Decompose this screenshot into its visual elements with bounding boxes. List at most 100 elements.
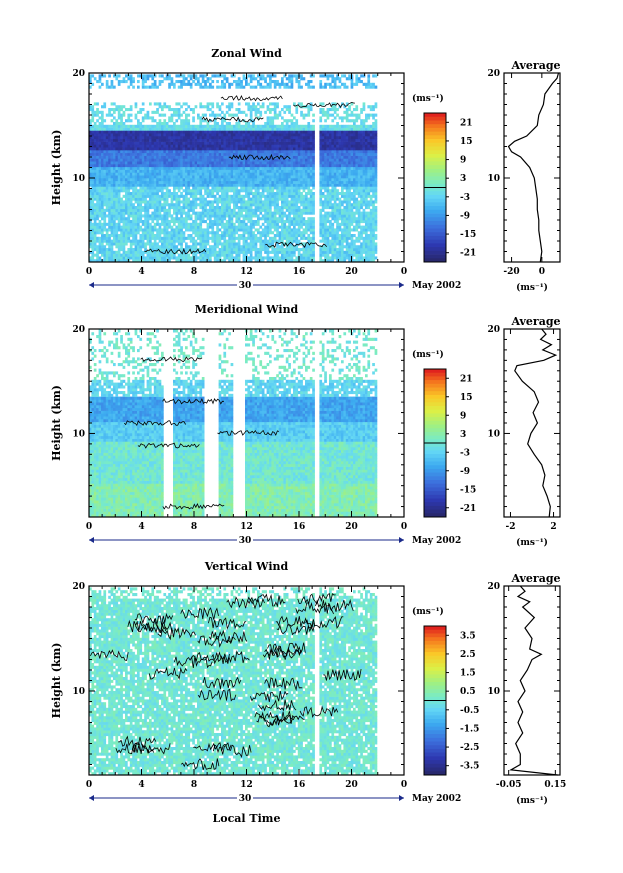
heatmap-cell [197, 186, 200, 190]
heatmap-cell [249, 180, 253, 184]
heatmap-cell [372, 231, 375, 235]
heatmap-cell [175, 186, 179, 190]
heatmap-cell [372, 245, 375, 249]
heatmap-cell [338, 155, 342, 159]
heatmap-cell [242, 141, 246, 145]
heatmap-cell [345, 192, 349, 196]
heatmap-cell [120, 253, 123, 257]
heatmap-cell [101, 169, 104, 173]
heatmap-cell [218, 236, 222, 240]
heatmap-cell [168, 256, 171, 260]
heatmap-cell [281, 144, 284, 148]
heatmap-cell [278, 186, 282, 190]
heatmap-cell [360, 231, 363, 235]
heatmap-cell [312, 138, 315, 142]
heatmap-cell [348, 217, 351, 221]
heatmap-cell [242, 239, 246, 243]
heatmap-cell [103, 256, 107, 260]
heatmap-cell [158, 248, 162, 252]
heatmap-cell [165, 220, 169, 224]
heatmap-cell [321, 253, 325, 257]
heatmap-cell [338, 236, 342, 240]
heatmap-cell [218, 133, 222, 137]
heatmap-cell [156, 217, 159, 221]
heatmap-cell [189, 259, 193, 263]
heatmap-cell [350, 169, 354, 173]
heatmap-cell [197, 242, 200, 246]
heatmap-cell [324, 172, 327, 176]
heatmap-cell [331, 231, 335, 235]
heatmap-cell [283, 183, 287, 187]
heatmap-cell [110, 203, 114, 207]
heatmap-cell [223, 164, 227, 168]
heatmap-cell [122, 155, 126, 159]
heatmap-cell [278, 152, 282, 156]
heatmap-cell [331, 136, 335, 140]
heatmap-cell [218, 256, 222, 260]
heatmap-cell [168, 208, 171, 212]
heatmap-cell [221, 197, 224, 201]
heatmap-cell [129, 253, 133, 257]
heatmap-cell [194, 231, 198, 235]
heatmap-cell [117, 208, 121, 212]
heatmap-cell [312, 166, 315, 170]
heatmap-cell [247, 225, 251, 229]
heatmap-cell [218, 147, 222, 151]
heatmap-cell [103, 155, 107, 159]
heatmap-cell [247, 180, 251, 184]
heatmap-cell [300, 248, 303, 252]
heatmap-cell [276, 192, 279, 196]
heatmap-cell [204, 175, 207, 179]
heatmap-cell [221, 166, 224, 170]
heatmap-cell [201, 228, 205, 232]
heatmap-cell [343, 197, 347, 201]
heatmap-cell [89, 178, 92, 182]
heatmap-cell [365, 175, 368, 179]
heatmap-cell [276, 256, 279, 260]
heatmap-cell [302, 259, 306, 263]
heatmap-cell [173, 164, 176, 168]
heatmap-cell [113, 152, 116, 156]
heatmap-cell [233, 178, 236, 182]
heatmap-cell [264, 183, 267, 187]
heatmap-cell [122, 256, 126, 260]
heatmap-cell [319, 259, 323, 263]
heatmap-cell [199, 147, 203, 151]
heatmap-cell [295, 239, 299, 243]
heatmap-cell [120, 236, 123, 240]
heatmap-cell [132, 206, 135, 210]
heatmap-cell [185, 183, 188, 187]
heatmap-cell [168, 147, 171, 151]
heatmap-cell [271, 164, 275, 168]
heatmap-cell [180, 150, 183, 154]
heatmap-cell [348, 189, 351, 193]
heatmap-cell [161, 242, 164, 246]
heatmap-cell [273, 228, 277, 232]
heatmap-cell [319, 225, 323, 229]
heatmap-cell [319, 147, 323, 151]
heatmap-cell [182, 206, 186, 210]
heatmap-cell [252, 133, 255, 137]
heatmap-cell [350, 250, 354, 254]
heatmap-cell [283, 248, 287, 252]
heatmap-cell [348, 228, 351, 232]
heatmap-cell [266, 161, 270, 165]
heatmap-cell [242, 186, 246, 190]
heatmap-cell [182, 211, 186, 215]
heatmap-cell [326, 144, 330, 148]
heatmap-cell [297, 228, 301, 232]
heatmap-cell [185, 189, 188, 193]
heatmap-cell [290, 164, 294, 168]
heatmap-cell [249, 206, 253, 210]
heatmap-cell [271, 192, 275, 196]
heatmap-cell [367, 155, 371, 159]
heatmap-cell [237, 234, 241, 238]
heatmap-cell [175, 144, 179, 148]
heatmap-cell [129, 203, 133, 207]
heatmap-cell [156, 253, 159, 257]
heatmap-cell [199, 256, 203, 260]
heatmap-cell [144, 248, 147, 252]
heatmap-cell [194, 180, 198, 184]
heatmap-cell [175, 228, 179, 232]
heatmap-cell [117, 239, 121, 243]
